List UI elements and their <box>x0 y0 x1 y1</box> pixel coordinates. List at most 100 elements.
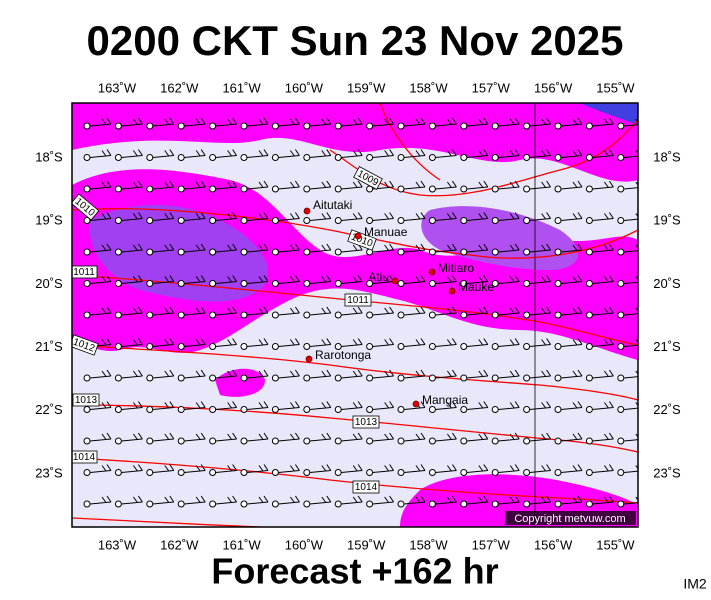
barb-feather <box>357 149 363 156</box>
barb-feather <box>546 338 552 345</box>
barb-staff <box>246 218 269 221</box>
barb-staff <box>560 470 583 473</box>
barb-feather <box>415 433 421 440</box>
barb-feather <box>446 433 452 440</box>
barb-station <box>397 406 405 413</box>
barb-feather <box>509 244 515 251</box>
barb-feather <box>137 180 143 188</box>
barb-feather <box>384 244 390 251</box>
barb-feather <box>541 339 547 346</box>
barb-staff <box>121 470 143 473</box>
barb-feather <box>420 338 426 345</box>
barb-feather <box>132 150 138 157</box>
barb-station <box>334 122 342 130</box>
barb-feather <box>478 465 484 472</box>
barb-staff <box>466 312 488 316</box>
wind-barb <box>240 212 269 224</box>
barb-station <box>240 500 248 508</box>
wind-barb <box>585 495 614 508</box>
barb-staff <box>89 281 112 284</box>
barb-feather <box>326 464 332 471</box>
barb-staff <box>184 249 206 253</box>
barb-staff <box>215 375 237 379</box>
barb-station <box>617 185 625 193</box>
barb-feather <box>572 402 578 409</box>
wind-barb <box>240 243 269 256</box>
barb-station <box>366 406 374 413</box>
wind-barb <box>460 212 489 224</box>
wind-barb <box>397 275 426 287</box>
barb-feather <box>603 276 609 283</box>
barb-station <box>114 280 122 287</box>
barb-staff <box>278 249 300 253</box>
barb-feather <box>101 370 107 377</box>
barb-feather <box>352 307 358 314</box>
barb-station <box>334 437 342 445</box>
latitude-label: 23˚S <box>653 465 681 480</box>
barb-feather <box>294 464 300 471</box>
barb-feather <box>357 401 363 408</box>
barb-feather <box>546 243 552 251</box>
barb-station <box>460 500 468 508</box>
barb-feather <box>608 212 614 219</box>
wind-barb <box>271 464 300 476</box>
barb-station <box>114 374 122 382</box>
barb-staff <box>152 155 174 158</box>
barb-staff <box>278 470 300 473</box>
barb-staff <box>498 155 520 158</box>
barb-feather <box>357 275 363 282</box>
wind-barb <box>83 401 112 413</box>
barb-feather <box>577 275 583 282</box>
barb-feather <box>200 149 206 156</box>
barb-staff <box>498 344 520 347</box>
wind-barb <box>397 464 426 476</box>
barb-feather <box>509 433 515 440</box>
barb-feather <box>263 149 269 156</box>
barb-feather <box>420 212 426 219</box>
barb-staff <box>152 123 174 127</box>
barb-feather <box>514 338 520 345</box>
place-marker <box>448 287 456 295</box>
barb-feather <box>227 339 233 346</box>
barb-station <box>397 469 405 476</box>
barb-station <box>146 280 154 287</box>
wind-barb <box>271 243 300 256</box>
barb-staff <box>403 123 426 127</box>
barb-station <box>617 469 625 476</box>
wind-barb <box>114 432 143 445</box>
barb-station <box>617 154 625 161</box>
barb-station <box>428 406 436 413</box>
barb-staff <box>466 407 488 410</box>
barb-feather <box>106 149 112 156</box>
barb-feather <box>294 432 300 440</box>
barb-station <box>554 154 562 161</box>
barb-station <box>554 248 562 256</box>
barb-station <box>303 311 311 319</box>
barb-station <box>334 374 342 382</box>
barb-feather <box>514 149 520 156</box>
barb-staff <box>341 312 363 316</box>
wind-barb <box>146 243 175 256</box>
wind-barb <box>491 275 520 287</box>
barb-feather <box>106 117 112 125</box>
barb-feather <box>420 306 426 314</box>
wind-barb <box>366 432 395 445</box>
barb-feather <box>608 275 614 282</box>
wind-barb <box>271 495 300 508</box>
wind-barb <box>617 181 638 193</box>
latitude-label: 20˚S <box>653 276 681 291</box>
barb-feather <box>389 212 395 219</box>
barb-station <box>83 311 91 319</box>
barb-feather <box>541 402 547 409</box>
barb-feather <box>294 212 300 219</box>
barb-feather <box>106 401 112 408</box>
barb-feather <box>326 212 332 219</box>
wind-barb <box>146 369 175 382</box>
barb-station <box>491 500 499 508</box>
barb-staff <box>246 407 269 410</box>
barb-staff <box>89 155 112 158</box>
wind-barb <box>617 465 638 476</box>
barb-station <box>303 185 311 193</box>
barb-feather <box>195 118 201 125</box>
barb-feather <box>195 150 201 157</box>
